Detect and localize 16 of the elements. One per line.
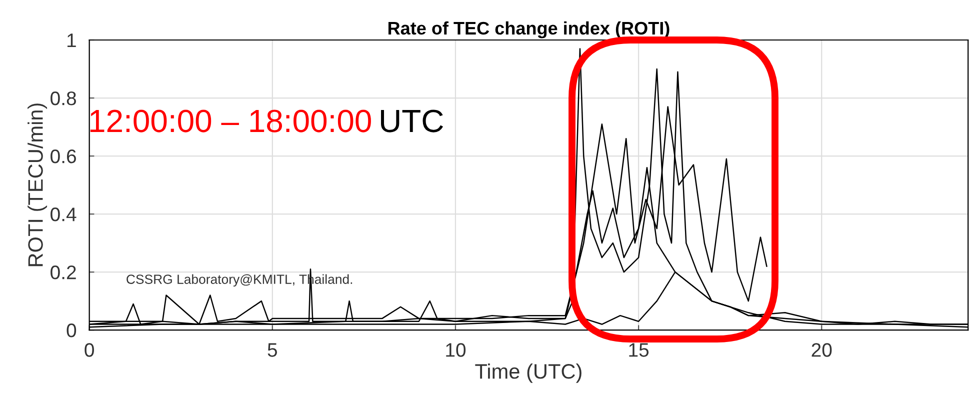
x-tick-label: 0 [84,343,94,357]
x-tick-label: 10 [446,343,466,357]
y-tick-label: 1 [68,34,76,48]
y-axis-title: ROTI (TECU/min) [28,104,48,266]
chart-title: Rate of TEC change index (ROTI) [388,21,670,38]
annotation: UTC [381,110,443,132]
y-tick-label: 0.8 [50,91,76,106]
x-tick-label: 5 [268,343,277,357]
annotation: 12:00:00 – 18:00:00 [90,110,371,132]
y-tick-label: 0.2 [50,266,76,280]
x-axis-title: Time (UTC) [475,363,582,383]
x-tick-label: 20 [812,343,832,357]
x-tick-label: 15 [629,343,649,357]
y-tick-label: 0 [66,324,76,338]
y-tick-label: 0.6 [50,149,76,164]
y-tick-label: 0.4 [50,208,76,222]
